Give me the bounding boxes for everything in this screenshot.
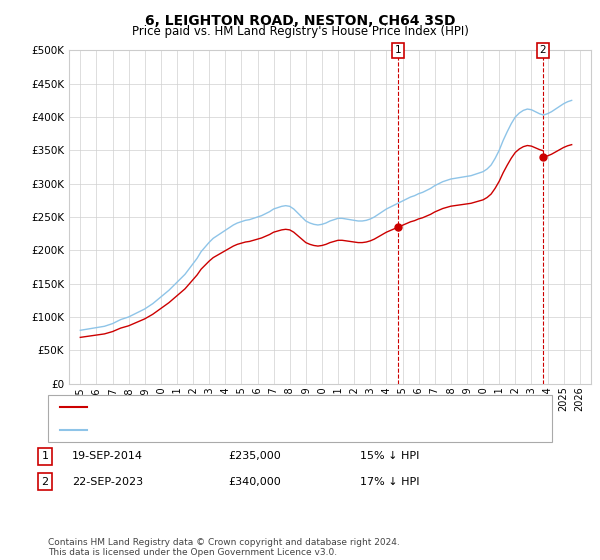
Text: 1: 1 <box>395 45 401 55</box>
Text: 22-SEP-2023: 22-SEP-2023 <box>72 477 143 487</box>
Text: HPI: Average price, detached house, Cheshire West and Chester: HPI: Average price, detached house, Ches… <box>91 424 426 435</box>
Text: 19-SEP-2014: 19-SEP-2014 <box>72 451 143 461</box>
Text: Price paid vs. HM Land Registry's House Price Index (HPI): Price paid vs. HM Land Registry's House … <box>131 25 469 38</box>
Text: 6, LEIGHTON ROAD, NESTON, CH64 3SD (detached house): 6, LEIGHTON ROAD, NESTON, CH64 3SD (deta… <box>91 402 395 412</box>
Text: 15% ↓ HPI: 15% ↓ HPI <box>360 451 419 461</box>
Text: 1: 1 <box>41 451 49 461</box>
Text: 2: 2 <box>539 45 547 55</box>
Text: 17% ↓ HPI: 17% ↓ HPI <box>360 477 419 487</box>
Text: £340,000: £340,000 <box>228 477 281 487</box>
Text: £235,000: £235,000 <box>228 451 281 461</box>
Text: 2: 2 <box>41 477 49 487</box>
Text: 6, LEIGHTON ROAD, NESTON, CH64 3SD: 6, LEIGHTON ROAD, NESTON, CH64 3SD <box>145 14 455 28</box>
Text: Contains HM Land Registry data © Crown copyright and database right 2024.
This d: Contains HM Land Registry data © Crown c… <box>48 538 400 557</box>
